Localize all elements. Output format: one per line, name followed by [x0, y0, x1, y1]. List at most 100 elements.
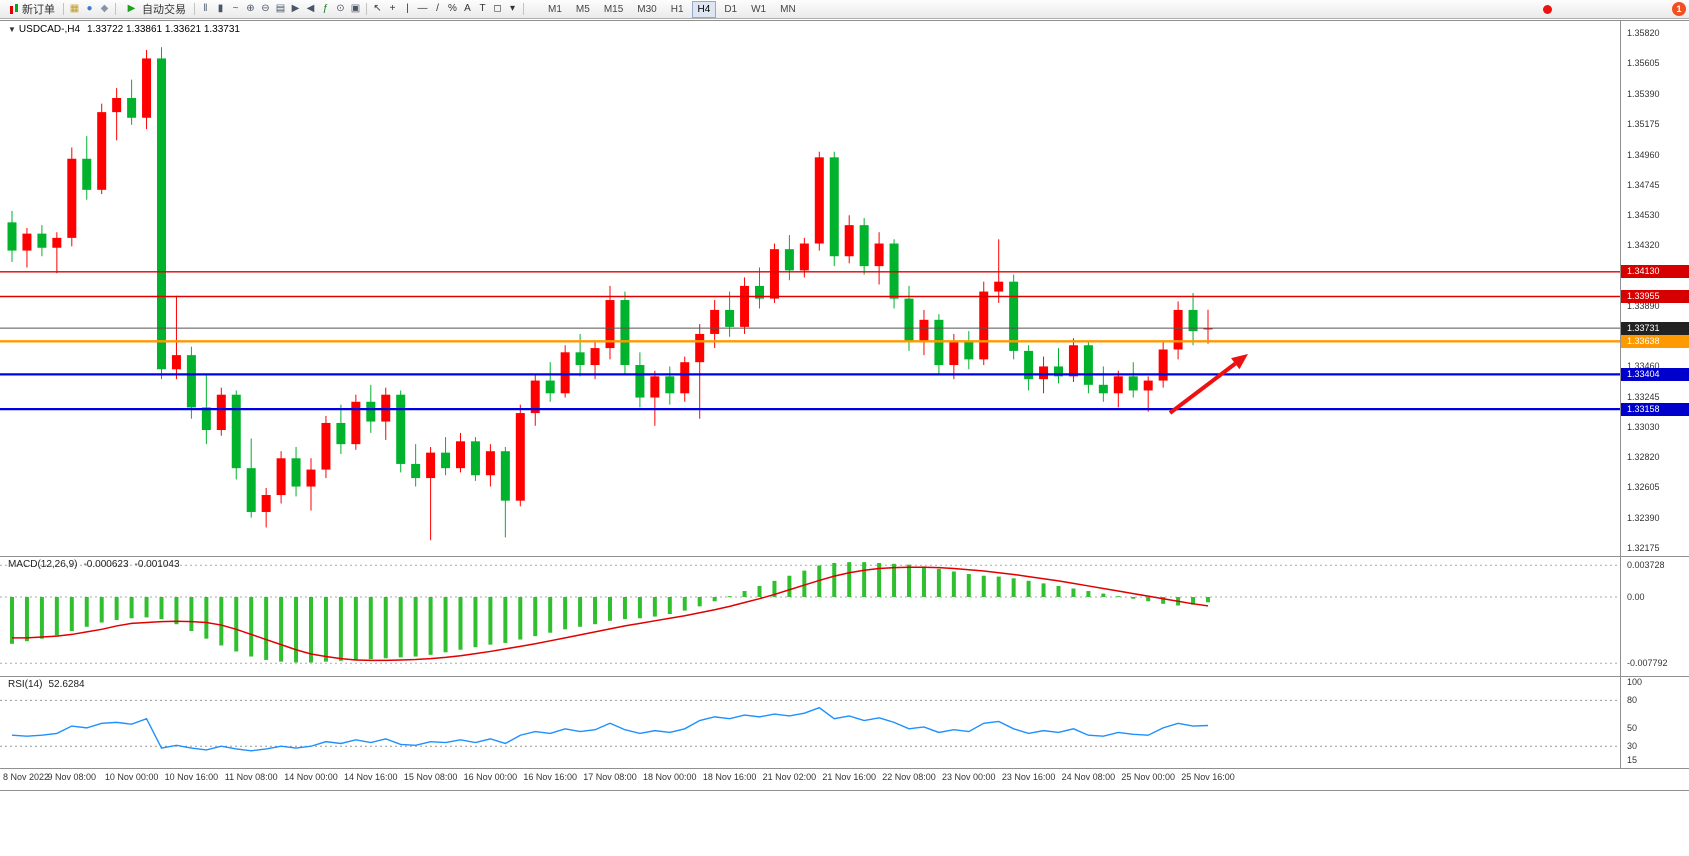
periods-icon[interactable]: ⊙: [336, 3, 345, 14]
macd-name: MACD(12,26,9): [8, 559, 78, 570]
time-axis-label: 23 Nov 00:00: [942, 772, 996, 782]
price-axis-label: 1.33460: [1627, 361, 1660, 372]
rsi-name: RSI(14): [8, 679, 43, 690]
autotrade-label: 自动交易: [142, 4, 186, 16]
macd-signal-value: -0.001043: [134, 559, 180, 570]
chart-dropdown-icon[interactable]: ▼: [8, 25, 16, 34]
macd-header: MACD(12,26,9) -0.000623 -0.001043: [8, 559, 186, 570]
time-axis-label: 11 Nov 08:00: [224, 772, 278, 782]
timeframe-d1[interactable]: D1: [724, 3, 738, 15]
price-axis-label: 1.32390: [1627, 512, 1660, 523]
time-axis-label: 22 Nov 08:00: [882, 772, 936, 782]
price-level-badge: 1.33731: [1621, 321, 1689, 335]
rsi-value: 52.6284: [48, 679, 85, 690]
trend-arrow[interactable]: [1168, 354, 1248, 415]
macd-scale-label: 0.00: [1627, 592, 1645, 602]
horizontal-level-lines[interactable]: [0, 271, 1620, 411]
timeframe-w1[interactable]: W1: [751, 3, 767, 15]
chart-title: ▼ USDCAD-,H4 1.33722 1.33861 1.33621 1.337…: [8, 24, 240, 35]
tile-windows-icon[interactable]: ▤: [275, 3, 286, 14]
macd-scale-label: -0.007792: [1627, 658, 1668, 669]
symbol-period-label: USDCAD-,H4: [18, 24, 81, 35]
time-axis-label: 18 Nov 16:00: [702, 772, 757, 782]
ohlc-values: 1.33722 1.33861 1.33621 1.33731: [87, 24, 240, 35]
macd-panel-separator: [0, 556, 1689, 557]
timeframe-group: M1 M5 M15 M30 H1 H4 D1 W1 MN: [541, 0, 803, 18]
rsi-scale-label: 30: [1627, 741, 1638, 752]
shapes-icon[interactable]: ◻: [493, 3, 502, 14]
price-axis-label: 1.33890: [1627, 300, 1660, 311]
candlestick-series: [7, 47, 1213, 541]
timeframe-m30[interactable]: M30: [637, 3, 657, 15]
time-axis-label: 8 Nov 2022: [3, 772, 50, 782]
toolbar-separator: [523, 3, 524, 15]
time-axis-label: 10 Nov 00:00: [104, 772, 159, 782]
line-chart-icon[interactable]: ~: [232, 3, 239, 14]
toolbar: 新订单 ▦ ● ◆ ▶ 自动交易 ‖ ▮ ~ ⊕ ⊖ ▤ ▶ ◀ ƒ ⊙ ▣ ↖ + | — /% A T ◻ ▾ M1…: [0, 0, 1689, 19]
time-axis-label: 14 Nov 00:00: [284, 772, 338, 782]
vertical-line-icon[interactable]: |: [406, 3, 409, 14]
rsi-scale-label: 50: [1627, 722, 1638, 733]
bars-chart-icon[interactable]: ‖: [203, 3, 208, 14]
label-icon[interactable]: T: [479, 3, 486, 14]
new-chart-icon[interactable]: ▦: [69, 3, 80, 14]
price-axis-label: 1.34530: [1627, 210, 1660, 221]
price-axis-label: 1.32175: [1627, 543, 1660, 553]
trendline-icon[interactable]: /: [436, 3, 439, 14]
price-axis-label: 1.34320: [1627, 239, 1660, 250]
zoom-out-icon[interactable]: ⊖: [261, 3, 270, 14]
indicators-icon[interactable]: ƒ: [322, 3, 329, 14]
auto-scroll-icon[interactable]: ▶: [291, 3, 300, 14]
profiles-icon[interactable]: ●: [86, 3, 93, 14]
timeframe-m15[interactable]: M15: [603, 3, 624, 15]
price-axis-label: 1.34960: [1627, 149, 1660, 160]
time-axis[interactable]: 8 Nov 2022 9 Nov 08:00 10 Nov 00:00 10 Nov …: [0, 770, 1620, 790]
cursor-icon[interactable]: ↖: [373, 3, 382, 14]
timeframe-m1[interactable]: M1: [548, 3, 562, 15]
time-axis-label: 25 Nov 00:00: [1121, 772, 1175, 782]
time-axis-label: 18 Nov 00:00: [643, 772, 697, 782]
time-axis-label: 14 Nov 16:00: [344, 772, 398, 782]
price-level-badge: 1.33955: [1621, 290, 1689, 303]
macd-indicator-chart[interactable]: [0, 557, 1620, 676]
notification-badge[interactable]: 1: [1672, 2, 1686, 16]
new-order-button[interactable]: 新订单: [4, 1, 60, 17]
rsi-indicator-chart[interactable]: [0, 677, 1620, 768]
time-axis-label: 25 Nov 16:00: [1181, 772, 1235, 782]
zoom-in-icon[interactable]: ⊕: [246, 3, 255, 14]
price-axis-label: 1.32820: [1627, 451, 1660, 462]
price-axis-label: 1.34745: [1627, 179, 1660, 190]
record-icon[interactable]: [1543, 4, 1552, 14]
rsi-line: [11, 706, 1209, 752]
macd-histogram: [10, 562, 1210, 663]
time-axis-label: 21 Nov 16:00: [822, 772, 876, 782]
price-axis[interactable]: 1.35820 1.35605 1.35390 1.35175 1.34960 1.347…: [1621, 20, 1689, 790]
horizontal-line-icon[interactable]: —: [417, 3, 428, 14]
chart-window-top-border: [0, 20, 1689, 21]
timeframe-m5[interactable]: M5: [575, 3, 590, 15]
price-axis-label: 1.35175: [1627, 119, 1660, 130]
chart-window-bottom-border: [0, 790, 1689, 791]
timeframe-h1[interactable]: H1: [670, 3, 684, 15]
autotrade-button[interactable]: ▶ 自动交易: [119, 1, 191, 17]
price-level-badge: 1.33158: [1621, 402, 1689, 416]
timeframe-mn[interactable]: MN: [780, 3, 796, 15]
timeframe-h4[interactable]: H4: [691, 0, 717, 18]
text-icon[interactable]: A: [464, 3, 471, 14]
chart-shift-icon[interactable]: ◀: [306, 3, 315, 14]
alerts-icon[interactable]: ◆: [100, 3, 109, 14]
time-axis-label: 16 Nov 00:00: [463, 772, 518, 782]
rsi-scale-label: 100: [1627, 677, 1643, 687]
autotrade-play-icon: ▶: [127, 3, 136, 14]
price-axis-label: 1.35820: [1627, 28, 1660, 38]
toolbar-separator: [63, 3, 64, 15]
candles-chart-icon[interactable]: ▮: [217, 3, 224, 14]
fibonacci-icon[interactable]: %: [448, 3, 457, 14]
crosshair-icon[interactable]: +: [389, 3, 396, 14]
rsi-scale-label: 15: [1627, 754, 1638, 765]
price-axis-label: 1.32605: [1627, 482, 1660, 493]
arrow-tools-icon[interactable]: ▾: [509, 3, 516, 14]
templates-icon[interactable]: ▣: [350, 3, 361, 14]
main-price-chart[interactable]: [0, 21, 1620, 556]
